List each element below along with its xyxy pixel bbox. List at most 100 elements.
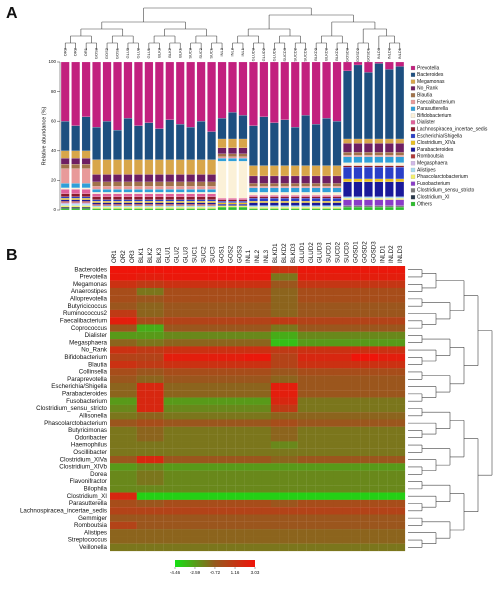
heatmap-cell xyxy=(208,477,218,486)
heatmap-cell xyxy=(208,419,218,427)
bar-segment xyxy=(123,189,133,193)
heatmap-cell xyxy=(235,492,245,500)
heatmap-cell xyxy=(297,426,307,435)
heatmap-cell xyxy=(235,287,245,296)
legend-swatch xyxy=(410,120,416,125)
heatmap-cell xyxy=(110,273,120,281)
bar-segment xyxy=(113,202,122,205)
heatmap-cell xyxy=(181,434,191,442)
heatmap-cell xyxy=(369,477,379,486)
heatmap-cell xyxy=(136,339,146,347)
heatmap-cell xyxy=(297,492,307,500)
bar-segment xyxy=(81,205,91,208)
bar-segment xyxy=(81,116,91,151)
bar-segment xyxy=(364,178,373,182)
heatmap-cell xyxy=(154,470,164,479)
heatmap-cell xyxy=(127,529,137,537)
heatmap-cell xyxy=(270,448,280,457)
heatmap-cell xyxy=(190,280,200,289)
bar-segment xyxy=(311,206,321,209)
bar-segment xyxy=(280,208,290,211)
heatmap-cell xyxy=(288,317,298,325)
heatmap-cell xyxy=(181,280,191,289)
bar-segment xyxy=(353,143,363,153)
heatmap-cell xyxy=(127,368,137,376)
heatmap-cell xyxy=(351,382,361,391)
bar-segment xyxy=(385,181,394,197)
bar-segment xyxy=(311,186,321,188)
heatmap-cell xyxy=(136,309,146,318)
dendrogram-branch xyxy=(143,7,312,22)
bar-segment xyxy=(374,162,384,166)
bar-segment xyxy=(395,66,405,140)
heatmap-cell xyxy=(387,412,397,420)
heatmap-cell xyxy=(342,492,352,500)
heatmap-cell xyxy=(226,529,236,537)
heatmap-cell xyxy=(387,339,397,347)
bar-segment xyxy=(123,181,133,187)
heatmap-cell xyxy=(145,353,155,362)
bar-segment xyxy=(217,198,227,200)
heatmap-cell xyxy=(244,404,254,413)
row-label: Anaerostipes xyxy=(71,288,107,295)
legend-swatch xyxy=(410,161,416,166)
heatmap-cell xyxy=(154,361,164,369)
heatmap-cell xyxy=(190,368,200,376)
bar-segment xyxy=(364,156,373,163)
heatmap-cell xyxy=(270,419,280,427)
bar-segment xyxy=(249,201,258,203)
bar-segment xyxy=(280,205,290,208)
bar-segment xyxy=(196,199,206,202)
bar-segment xyxy=(134,208,143,211)
heatmap-cell xyxy=(288,361,298,369)
heatmap-cell xyxy=(145,441,155,449)
heatmap-cell xyxy=(127,536,137,544)
heatmap-cell xyxy=(235,441,245,449)
heatmap-cell xyxy=(253,302,263,310)
heatmap-cell xyxy=(154,390,164,398)
bar-segment xyxy=(217,147,227,154)
bar-segment xyxy=(228,204,237,206)
heatmap-cell xyxy=(145,273,155,281)
dendrogram-branch xyxy=(164,28,207,36)
legend-swatch xyxy=(410,154,416,159)
bar-segment xyxy=(238,202,248,205)
x-tick-label: GLU3 xyxy=(125,47,130,58)
bar-segment xyxy=(322,195,331,197)
bar-segment xyxy=(249,186,258,188)
heatmap-cell xyxy=(190,426,200,435)
heatmap-cell xyxy=(217,368,227,376)
colorbar-tick-label: -2.59 xyxy=(190,570,201,575)
bar-segment xyxy=(71,125,80,151)
column-label: GOS3 xyxy=(236,245,243,263)
heatmap-cell xyxy=(324,477,334,486)
heatmap-cell xyxy=(369,463,379,471)
heatmap-cell xyxy=(127,477,137,486)
bar-segment xyxy=(71,196,80,199)
heatmap-cell xyxy=(199,361,209,369)
heatmap-cell xyxy=(110,397,120,405)
heatmap-cell xyxy=(154,529,164,537)
heatmap-cell xyxy=(110,441,120,449)
bar-segment xyxy=(144,199,154,202)
heatmap-cell xyxy=(369,521,379,530)
heatmap-cell xyxy=(261,426,272,435)
heatmap-cell xyxy=(208,448,218,457)
bar-segment xyxy=(343,143,352,153)
heatmap-cell xyxy=(217,397,227,405)
heatmap-cell xyxy=(136,302,146,310)
heatmap-cell xyxy=(136,266,146,274)
bar-segment xyxy=(102,189,112,193)
heatmap-cell xyxy=(333,529,343,537)
heatmap-cell xyxy=(270,302,280,310)
bar-segment xyxy=(81,187,91,190)
x-tick-label: INLD2 xyxy=(386,47,391,59)
heatmap-cell xyxy=(181,485,191,493)
heatmap-cell xyxy=(145,404,155,413)
heatmap-cell xyxy=(208,507,218,515)
heatmap-cell xyxy=(253,295,263,303)
heatmap-cell xyxy=(315,404,325,413)
heatmap-cell xyxy=(118,375,128,384)
bar-segment xyxy=(165,196,175,200)
heatmap-cell xyxy=(163,470,173,479)
